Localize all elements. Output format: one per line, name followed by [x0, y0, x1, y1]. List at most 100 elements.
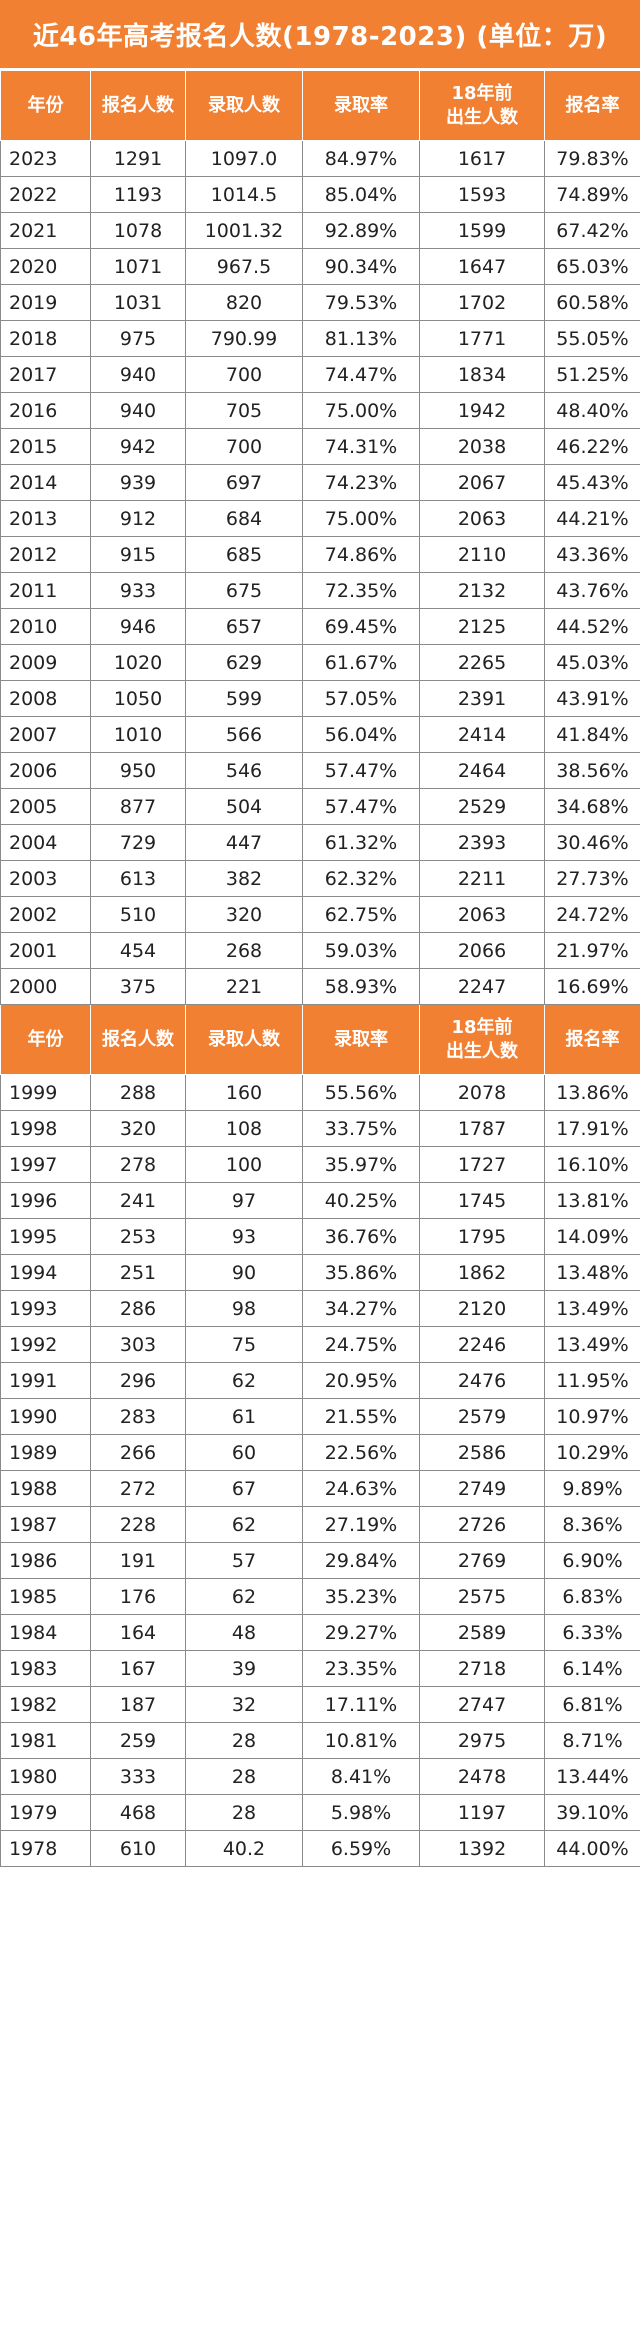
- cell-admitted: 48: [185, 1614, 303, 1651]
- table-row: 1991 296 62 20.95% 2476 11.95%: [0, 1362, 640, 1399]
- cell-admission-rate: 29.84%: [302, 1542, 420, 1579]
- cell-application-rate: 38.56%: [544, 752, 640, 789]
- table-row: 2023 1291 1097.0 84.97% 1617 79.83%: [0, 140, 640, 177]
- table-row: 2017 940 700 74.47% 1834 51.25%: [0, 356, 640, 393]
- table-row: 2010 946 657 69.45% 2125 44.52%: [0, 608, 640, 645]
- cell-year: 1992: [0, 1326, 91, 1363]
- cell-admitted: 1097.0: [185, 140, 303, 177]
- cell-admission-rate: 69.45%: [302, 608, 420, 645]
- cell-applicants: 975: [90, 320, 186, 357]
- cell-births-18-years-prior: 2125: [419, 608, 545, 645]
- cell-application-rate: 13.86%: [544, 1074, 640, 1111]
- table-title: 近46年高考报名人数(1978-2023) (单位：万): [0, 0, 640, 70]
- cell-applicants: 942: [90, 428, 186, 465]
- cell-applicants: 228: [90, 1506, 186, 1543]
- cell-application-rate: 13.49%: [544, 1290, 640, 1327]
- cell-admitted: 504: [185, 788, 303, 825]
- cell-admission-rate: 35.23%: [302, 1578, 420, 1615]
- cell-applicants: 468: [90, 1794, 186, 1831]
- cell-application-rate: 43.76%: [544, 572, 640, 609]
- cell-admission-rate: 35.97%: [302, 1146, 420, 1183]
- cell-admitted: 28: [185, 1758, 303, 1795]
- cell-applicants: 933: [90, 572, 186, 609]
- cell-application-rate: 10.29%: [544, 1434, 640, 1471]
- table-row: 2006 950 546 57.47% 2464 38.56%: [0, 752, 640, 789]
- cell-year: 2011: [0, 572, 91, 609]
- cell-admission-rate: 6.59%: [302, 1830, 420, 1867]
- cell-admission-rate: 84.97%: [302, 140, 420, 177]
- cell-applicants: 187: [90, 1686, 186, 1723]
- cell-admitted: 221: [185, 968, 303, 1005]
- cell-births-18-years-prior: 2211: [419, 860, 545, 897]
- cell-application-rate: 43.36%: [544, 536, 640, 573]
- cell-year: 2000: [0, 968, 91, 1005]
- cell-admitted: 820: [185, 284, 303, 321]
- cell-admitted: 90: [185, 1254, 303, 1291]
- cell-admission-rate: 17.11%: [302, 1686, 420, 1723]
- cell-application-rate: 55.05%: [544, 320, 640, 357]
- cell-year: 2001: [0, 932, 91, 969]
- cell-admission-rate: 56.04%: [302, 716, 420, 753]
- cell-births-18-years-prior: 2726: [419, 1506, 545, 1543]
- cell-applicants: 278: [90, 1146, 186, 1183]
- cell-births-18-years-prior: 2414: [419, 716, 545, 753]
- cell-applicants: 167: [90, 1650, 186, 1687]
- table-row: 2022 1193 1014.5 85.04% 1593 74.89%: [0, 176, 640, 213]
- cell-admission-rate: 36.76%: [302, 1218, 420, 1255]
- cell-admitted: 28: [185, 1794, 303, 1831]
- cell-admitted: 566: [185, 716, 303, 753]
- cell-applicants: 940: [90, 356, 186, 393]
- cell-admission-rate: 72.35%: [302, 572, 420, 609]
- table-row: 2018 975 790.99 81.13% 1771 55.05%: [0, 320, 640, 357]
- cell-admitted: 268: [185, 932, 303, 969]
- header-admission-rate: 录取率: [302, 1004, 420, 1075]
- cell-applicants: 286: [90, 1290, 186, 1327]
- cell-application-rate: 67.42%: [544, 212, 640, 249]
- cell-applicants: 320: [90, 1110, 186, 1147]
- cell-application-rate: 79.83%: [544, 140, 640, 177]
- cell-births-18-years-prior: 2078: [419, 1074, 545, 1111]
- table-row: 2019 1031 820 79.53% 1702 60.58%: [0, 284, 640, 321]
- cell-admission-rate: 5.98%: [302, 1794, 420, 1831]
- cell-year: 2021: [0, 212, 91, 249]
- table-row: 1996 241 97 40.25% 1745 13.81%: [0, 1182, 640, 1219]
- cell-application-rate: 21.97%: [544, 932, 640, 969]
- cell-admission-rate: 27.19%: [302, 1506, 420, 1543]
- cell-application-rate: 14.09%: [544, 1218, 640, 1255]
- cell-admitted: 447: [185, 824, 303, 861]
- cell-admission-rate: 55.56%: [302, 1074, 420, 1111]
- cell-applicants: 164: [90, 1614, 186, 1651]
- table-row: 2002 510 320 62.75% 2063 24.72%: [0, 896, 640, 933]
- cell-admission-rate: 57.05%: [302, 680, 420, 717]
- table-row: 1997 278 100 35.97% 1727 16.10%: [0, 1146, 640, 1183]
- cell-applicants: 939: [90, 464, 186, 501]
- cell-admitted: 684: [185, 500, 303, 537]
- cell-application-rate: 6.33%: [544, 1614, 640, 1651]
- cell-births-18-years-prior: 2718: [419, 1650, 545, 1687]
- cell-applicants: 729: [90, 824, 186, 861]
- cell-admission-rate: 20.95%: [302, 1362, 420, 1399]
- cell-births-18-years-prior: 1834: [419, 356, 545, 393]
- cell-year: 2022: [0, 176, 91, 213]
- cell-applicants: 912: [90, 500, 186, 537]
- table-body: 年份 报名人数 录取人数 录取率 18年前 出生人数 报名率 2023 1291 1097.0 84…: [0, 70, 640, 1867]
- cell-births-18-years-prior: 2476: [419, 1362, 545, 1399]
- cell-year: 1985: [0, 1578, 91, 1615]
- cell-applicants: 1291: [90, 140, 186, 177]
- header-applicants: 报名人数: [90, 1004, 186, 1075]
- cell-year: 2008: [0, 680, 91, 717]
- cell-applicants: 877: [90, 788, 186, 825]
- cell-births-18-years-prior: 1593: [419, 176, 545, 213]
- cell-applicants: 241: [90, 1182, 186, 1219]
- cell-admission-rate: 74.86%: [302, 536, 420, 573]
- cell-application-rate: 30.46%: [544, 824, 640, 861]
- cell-applicants: 191: [90, 1542, 186, 1579]
- cell-year: 2023: [0, 140, 91, 177]
- cell-admitted: 790.99: [185, 320, 303, 357]
- cell-admitted: 97: [185, 1182, 303, 1219]
- cell-births-18-years-prior: 2067: [419, 464, 545, 501]
- cell-admission-rate: 74.31%: [302, 428, 420, 465]
- cell-admission-rate: 57.47%: [302, 752, 420, 789]
- cell-applicants: 333: [90, 1758, 186, 1795]
- table-row: 2014 939 697 74.23% 2067 45.43%: [0, 464, 640, 501]
